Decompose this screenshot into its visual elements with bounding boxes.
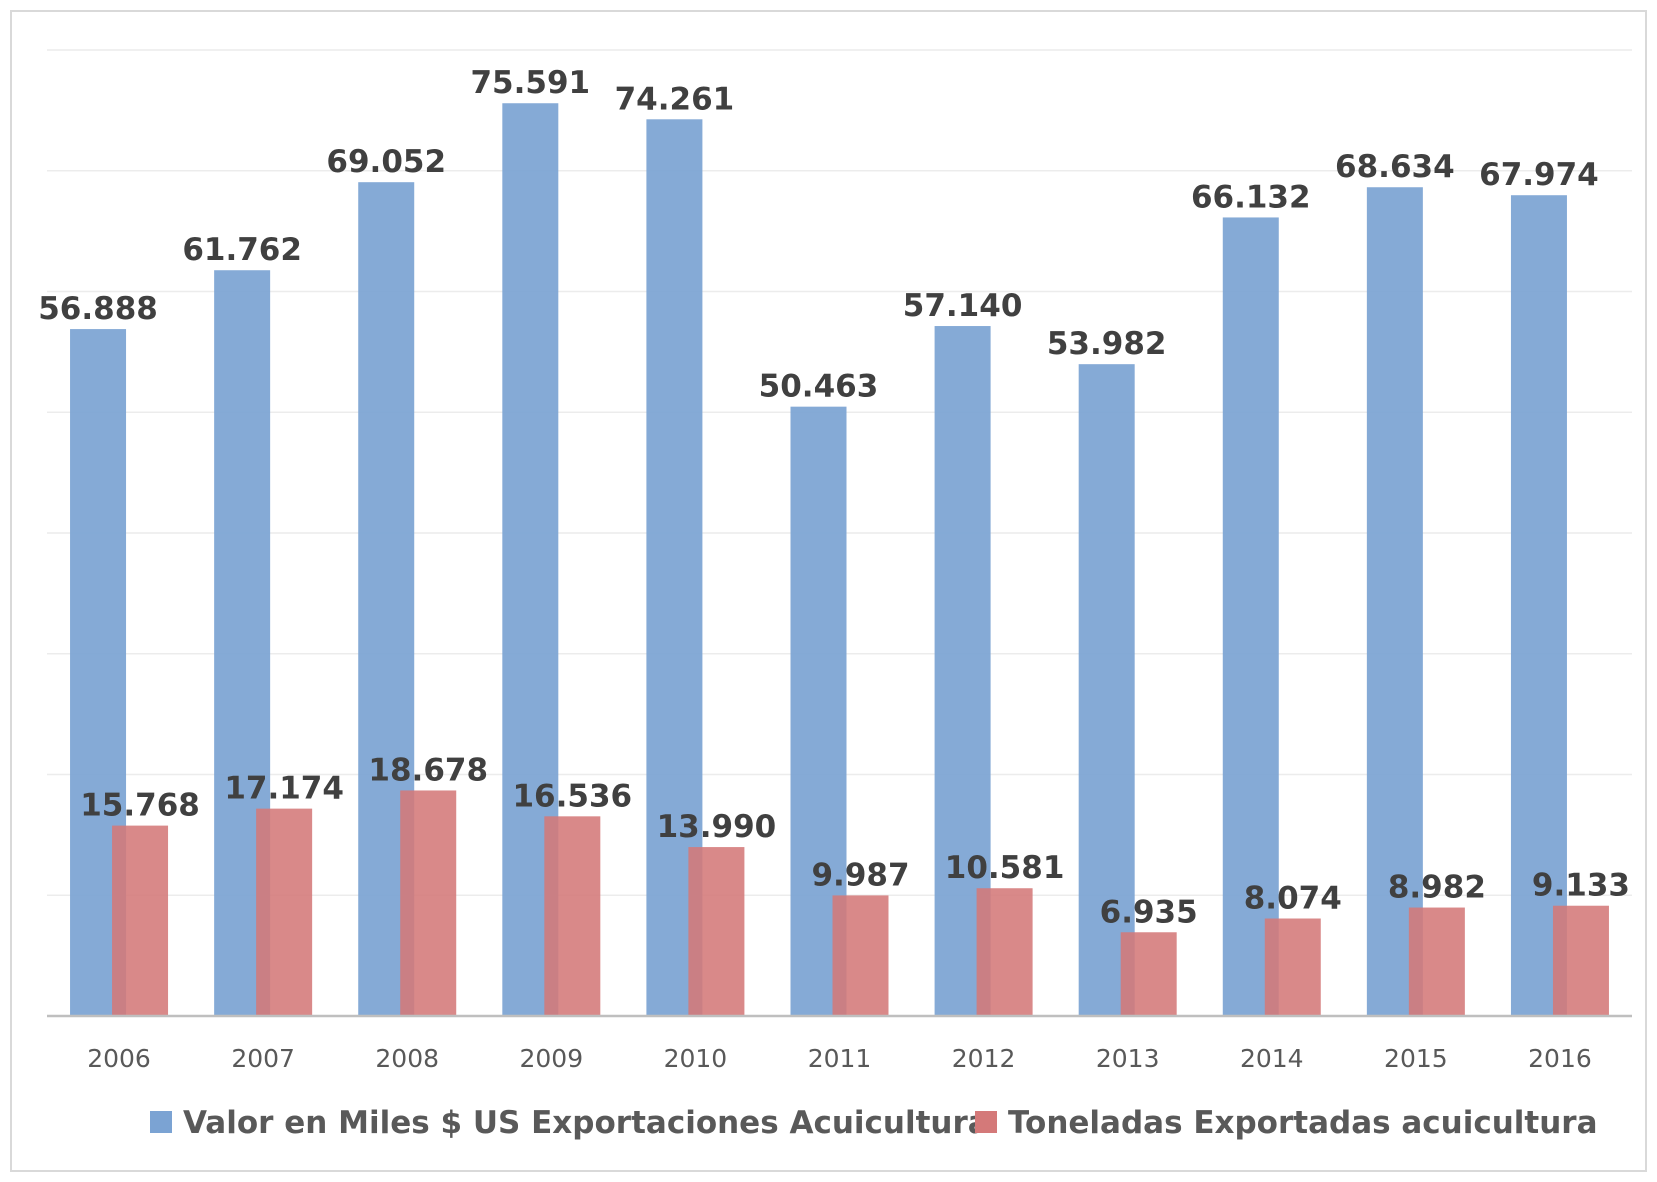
data-label-toneladas-2010: 13.990 bbox=[657, 809, 777, 845]
legend-label-toneladas: Toneladas Exportadas acuicultura bbox=[1008, 1105, 1598, 1141]
bar-toneladas-2010 bbox=[688, 847, 744, 1016]
bar-toneladas-2016 bbox=[1553, 906, 1609, 1016]
data-label-valor-2014: 66.132 bbox=[1191, 179, 1311, 215]
bar-toneladas-2013 bbox=[1121, 932, 1177, 1016]
data-label-toneladas-2009: 16.536 bbox=[512, 778, 632, 814]
data-label-toneladas-2006: 15.768 bbox=[80, 788, 200, 824]
data-label-valor-2006: 56.888 bbox=[38, 291, 158, 327]
data-label-valor-2012: 57.140 bbox=[903, 288, 1023, 324]
x-tick-label-2009: 2009 bbox=[520, 1044, 584, 1073]
data-label-valor-2010: 74.261 bbox=[615, 81, 735, 117]
x-tick-label-2007: 2007 bbox=[231, 1044, 295, 1073]
data-label-valor-2007: 61.762 bbox=[182, 232, 302, 268]
data-label-toneladas-2012: 10.581 bbox=[945, 850, 1065, 886]
data-label-valor-2015: 68.634 bbox=[1335, 149, 1455, 185]
x-tick-label-2012: 2012 bbox=[952, 1044, 1016, 1073]
legend: Valor en Miles $ US Exportaciones Acuicu… bbox=[150, 1105, 1598, 1141]
bar-toneladas-2006 bbox=[112, 826, 168, 1016]
bar-toneladas-2007 bbox=[256, 809, 312, 1016]
x-tick-label-2008: 2008 bbox=[375, 1044, 439, 1073]
data-label-toneladas-2008: 18.678 bbox=[368, 752, 488, 788]
x-axis: 2006 2007 2008 2009 2010 2011 2012 2013 2014 2015… bbox=[47, 1016, 1632, 1073]
x-tick-label-2013: 2013 bbox=[1096, 1044, 1160, 1073]
data-label-valor-2009: 75.591 bbox=[470, 65, 590, 101]
bar-toneladas-2011 bbox=[833, 895, 889, 1016]
x-tick-label-2010: 2010 bbox=[664, 1044, 728, 1073]
x-tick-label-2011: 2011 bbox=[808, 1044, 872, 1073]
data-label-toneladas-2011: 9.987 bbox=[811, 857, 909, 893]
bar-toneladas-2008 bbox=[400, 790, 456, 1016]
legend-swatch-valor bbox=[150, 1111, 172, 1133]
x-tick-label-2015: 2015 bbox=[1384, 1044, 1448, 1073]
data-label-valor-2013: 53.982 bbox=[1047, 326, 1167, 362]
data-label-toneladas-2015: 8.982 bbox=[1388, 870, 1486, 906]
data-label-valor-2008: 69.052 bbox=[326, 144, 446, 180]
data-label-valor-2016: 67.974 bbox=[1479, 157, 1599, 193]
data-label-toneladas-2014: 8.074 bbox=[1244, 881, 1342, 917]
bar-toneladas-2014 bbox=[1265, 919, 1321, 1016]
bar-toneladas-2009 bbox=[544, 816, 600, 1016]
data-label-toneladas-2013: 6.935 bbox=[1100, 894, 1198, 930]
bar-toneladas-2015 bbox=[1409, 908, 1465, 1016]
legend-label-valor: Valor en Miles $ US Exportaciones Acuicu… bbox=[183, 1105, 989, 1141]
data-label-toneladas-2007: 17.174 bbox=[224, 771, 344, 807]
legend-swatch-toneladas bbox=[975, 1111, 997, 1133]
x-tick-label-2014: 2014 bbox=[1240, 1044, 1304, 1073]
x-tick-label-2016: 2016 bbox=[1528, 1044, 1592, 1073]
x-tick-label-2006: 2006 bbox=[87, 1044, 151, 1073]
data-label-valor-2011: 50.463 bbox=[759, 369, 879, 405]
data-label-toneladas-2016: 9.133 bbox=[1532, 868, 1630, 904]
bar-toneladas-2012 bbox=[977, 888, 1033, 1016]
